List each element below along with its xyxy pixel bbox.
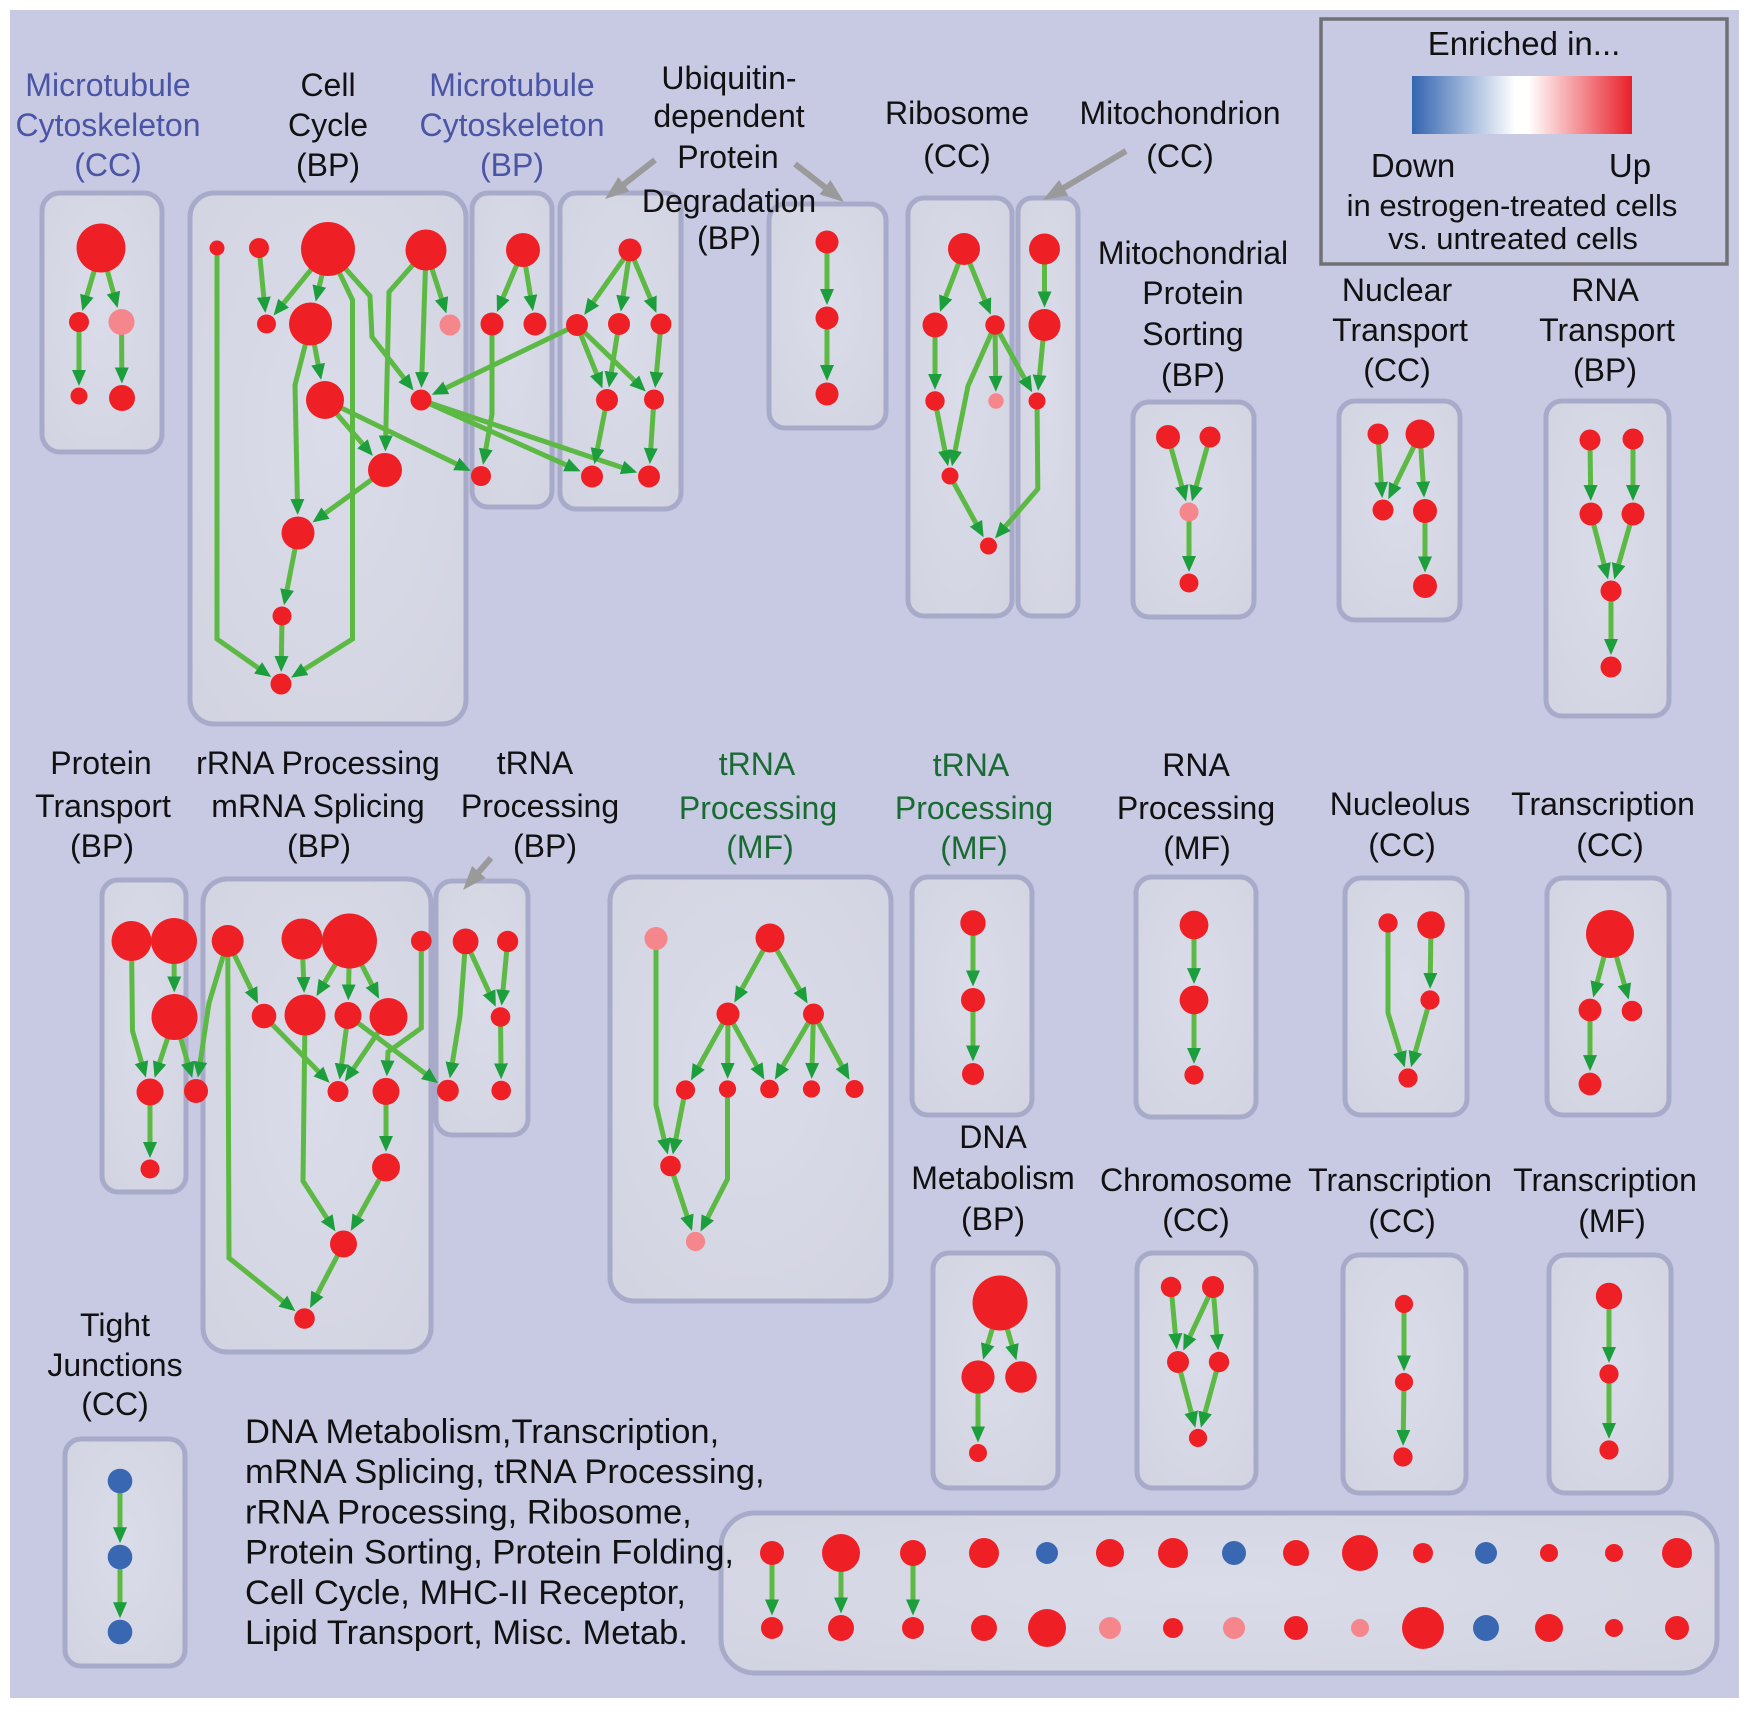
svg-text:(MF): (MF) <box>1578 1203 1646 1239</box>
svg-text:Metabolism: Metabolism <box>911 1160 1075 1196</box>
svg-text:vs. untreated cells: vs. untreated cells <box>1388 221 1638 256</box>
svg-text:Cell: Cell <box>300 67 355 103</box>
svg-text:Nuclear: Nuclear <box>1342 272 1453 308</box>
svg-text:Cell Cycle, MHC-II Receptor,: Cell Cycle, MHC-II Receptor, <box>245 1574 686 1612</box>
svg-text:Protein: Protein <box>1142 275 1243 311</box>
svg-text:Protein Sorting, Protein Foldi: Protein Sorting, Protein Folding, <box>245 1534 734 1572</box>
svg-text:Junctions: Junctions <box>47 1347 182 1383</box>
svg-text:Cytoskeleton: Cytoskeleton <box>16 107 201 143</box>
svg-text:Processing: Processing <box>679 790 837 826</box>
svg-text:Sorting: Sorting <box>1142 316 1243 352</box>
svg-text:tRNA: tRNA <box>933 747 1010 783</box>
svg-text:Transport: Transport <box>35 788 171 824</box>
svg-text:Chromosome: Chromosome <box>1100 1162 1292 1198</box>
svg-text:Ribosome: Ribosome <box>885 95 1029 131</box>
svg-text:DNA Metabolism,Transcription,: DNA Metabolism,Transcription, <box>245 1413 719 1451</box>
svg-text:(CC): (CC) <box>1576 827 1644 863</box>
svg-text:mRNA Splicing, tRNA Processing: mRNA Splicing, tRNA Processing, <box>245 1453 765 1491</box>
svg-text:Tight: Tight <box>80 1307 150 1343</box>
svg-text:(BP): (BP) <box>287 828 351 864</box>
svg-text:Transcription: Transcription <box>1308 1162 1492 1198</box>
svg-text:Protein: Protein <box>677 139 778 175</box>
svg-text:mRNA Splicing: mRNA Splicing <box>211 788 424 824</box>
svg-text:Enriched in...: Enriched in... <box>1428 25 1621 62</box>
svg-text:Lipid Transport, Misc. Metab.: Lipid Transport, Misc. Metab. <box>245 1614 688 1652</box>
svg-text:Processing: Processing <box>895 790 1053 826</box>
svg-text:(BP): (BP) <box>296 147 360 183</box>
svg-text:(BP): (BP) <box>697 220 761 256</box>
svg-text:tRNA: tRNA <box>719 746 796 782</box>
svg-text:(CC): (CC) <box>74 147 142 183</box>
svg-text:Protein: Protein <box>50 745 151 781</box>
svg-text:rRNA Processing: rRNA Processing <box>196 745 440 781</box>
svg-text:(CC): (CC) <box>1368 1203 1436 1239</box>
svg-text:Ubiquitin-: Ubiquitin- <box>661 60 796 96</box>
svg-text:(MF): (MF) <box>940 830 1008 866</box>
svg-text:(CC): (CC) <box>1146 138 1214 174</box>
svg-text:Microtubule: Microtubule <box>429 67 594 103</box>
svg-text:Mitochondrion: Mitochondrion <box>1080 95 1281 131</box>
svg-text:Processing: Processing <box>1117 790 1275 826</box>
svg-text:tRNA: tRNA <box>497 745 574 781</box>
svg-text:(BP): (BP) <box>480 147 544 183</box>
svg-text:(CC): (CC) <box>81 1386 149 1422</box>
svg-text:RNA: RNA <box>1162 747 1230 783</box>
svg-text:(BP): (BP) <box>1573 352 1637 388</box>
svg-text:(CC): (CC) <box>1363 352 1431 388</box>
svg-text:Transcription: Transcription <box>1511 786 1695 822</box>
svg-text:dependent: dependent <box>653 98 804 134</box>
svg-text:(BP): (BP) <box>513 828 577 864</box>
svg-text:Up: Up <box>1609 147 1651 184</box>
svg-text:Down: Down <box>1371 147 1455 184</box>
svg-text:(BP): (BP) <box>1161 357 1225 393</box>
svg-text:RNA: RNA <box>1571 272 1639 308</box>
svg-text:Degradation: Degradation <box>642 183 816 219</box>
svg-text:Processing: Processing <box>461 788 619 824</box>
svg-text:(BP): (BP) <box>961 1201 1025 1237</box>
svg-text:(CC): (CC) <box>1368 827 1436 863</box>
svg-text:Transport: Transport <box>1332 312 1468 348</box>
svg-text:Nucleolus: Nucleolus <box>1330 786 1471 822</box>
svg-text:rRNA Processing, Ribosome,: rRNA Processing, Ribosome, <box>245 1493 692 1531</box>
svg-text:Microtubule: Microtubule <box>25 67 190 103</box>
svg-text:in estrogen-treated cells: in estrogen-treated cells <box>1347 188 1678 223</box>
svg-text:Transcription: Transcription <box>1513 1162 1697 1198</box>
svg-text:(MF): (MF) <box>726 829 794 865</box>
svg-text:Mitochondrial: Mitochondrial <box>1098 235 1288 271</box>
svg-text:DNA: DNA <box>959 1119 1027 1155</box>
svg-text:(MF): (MF) <box>1163 830 1231 866</box>
svg-text:(CC): (CC) <box>1162 1202 1230 1238</box>
svg-text:Cycle: Cycle <box>288 107 368 143</box>
svg-text:Transport: Transport <box>1539 312 1675 348</box>
svg-text:Cytoskeleton: Cytoskeleton <box>420 107 605 143</box>
svg-text:(CC): (CC) <box>923 138 991 174</box>
svg-text:(BP): (BP) <box>70 828 134 864</box>
